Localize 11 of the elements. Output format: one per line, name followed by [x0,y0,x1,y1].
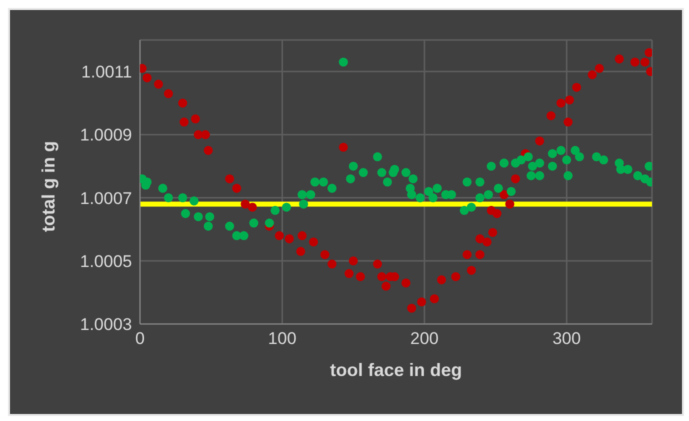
y-tick-label: 1.0009 [80,126,132,145]
y-axis-title: total g in g [38,141,58,232]
y-tick-label: 1.0005 [80,252,132,271]
y-tick-label: 1.0011 [81,62,132,82]
x-axis-title: tool face in deg [330,360,462,380]
y-tick-label: 1.0003 [80,315,132,334]
x-tick-label: 0 [135,329,145,348]
y-tick-label: 1.0007 [80,188,132,208]
x-tick-label: 300 [552,329,581,348]
x-tick-label: 200 [410,329,439,348]
x-tick-label: 100 [268,329,296,348]
